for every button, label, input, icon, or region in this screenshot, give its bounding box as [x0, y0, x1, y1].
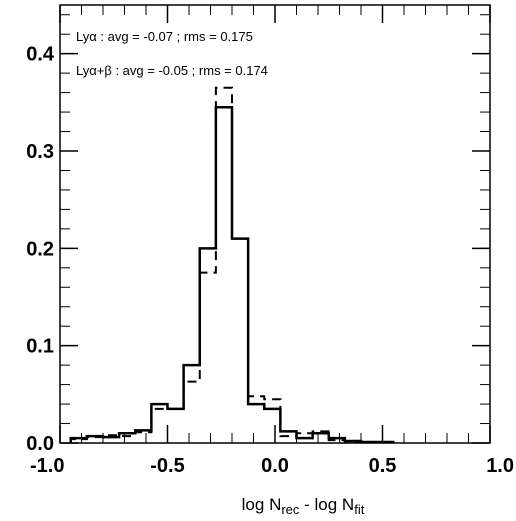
- x-axis-label: log Nrec - log Nfit: [242, 495, 365, 517]
- x-axis-label-sub-rec: rec: [281, 502, 300, 517]
- y-tick-label: 0.4: [26, 44, 55, 66]
- y-tick-label: 0.2: [26, 238, 54, 260]
- x-tick-label: -0.5: [150, 455, 184, 477]
- x-axis-label-main: log N: [242, 495, 282, 514]
- x-tick-label: -1.0: [30, 455, 64, 477]
- x-axis-label-sub-fit: fit: [354, 502, 365, 517]
- solid-histogram-line: [69, 105, 395, 444]
- dashed-histogram-line: [69, 86, 395, 444]
- tick-labels: -1.0 -0.5 0.0 0.5 1.0 0.0 0.1 0.2 0.3 0.4: [26, 44, 514, 477]
- annotation-lya-beta: Lyα+β : avg = -0.05 ; rms = 0.174: [76, 63, 268, 78]
- x-tick-label: 1.0: [486, 455, 514, 477]
- annotation-lya: Lyα : avg = -0.07 ; rms = 0.175: [76, 29, 253, 44]
- y-tick-label: 0.3: [26, 141, 54, 163]
- major-ticks: [59, 5, 491, 444]
- series-layer: [69, 86, 395, 444]
- x-tick-label: 0.5: [369, 455, 397, 477]
- x-axis-label-mid: - log N: [299, 495, 354, 514]
- x-tick-label: 0.0: [261, 455, 289, 477]
- y-tick-label: 0.1: [26, 336, 54, 358]
- y-tick-label: 0.0: [26, 433, 54, 455]
